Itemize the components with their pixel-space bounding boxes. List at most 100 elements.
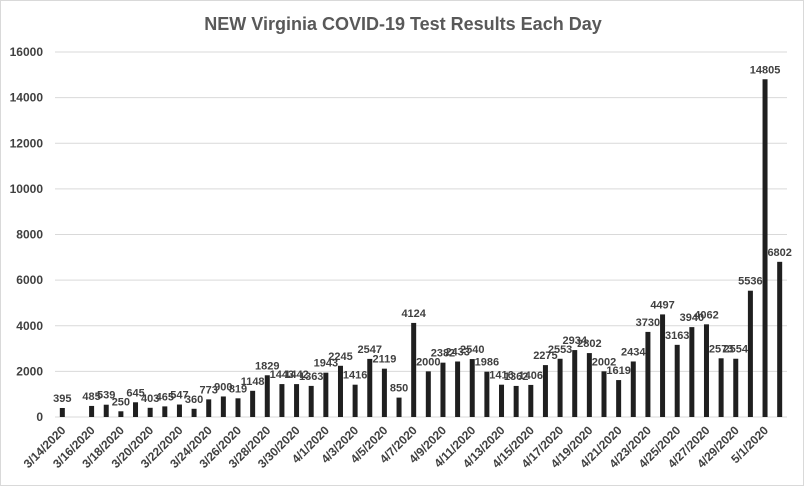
- bar: [747, 290, 753, 417]
- bar: [660, 314, 666, 417]
- bar: [411, 322, 417, 417]
- data-label: 1986: [475, 357, 499, 369]
- data-label: 1362: [504, 371, 528, 383]
- y-tick-label: 4000: [16, 319, 43, 333]
- data-label: 2382: [431, 348, 455, 360]
- data-label: 2433: [445, 346, 469, 358]
- data-label: 2119: [372, 354, 396, 366]
- data-label: 1363: [299, 371, 323, 383]
- data-label: 900: [214, 381, 232, 393]
- y-tick-label: 12000: [10, 136, 44, 150]
- y-tick-label: 0: [36, 410, 43, 424]
- data-label: 819: [229, 383, 247, 395]
- bar: [513, 385, 519, 417]
- grid-lines: [55, 51, 787, 418]
- bar: [396, 397, 402, 417]
- bar: [103, 404, 109, 417]
- data-label: 1829: [255, 360, 279, 372]
- data-label: 1943: [314, 358, 338, 370]
- bar: [191, 408, 197, 417]
- data-label: 1406: [519, 370, 543, 382]
- data-label: 4124: [401, 308, 426, 320]
- bar: [455, 361, 461, 417]
- bar: [352, 384, 358, 417]
- y-tick-label: 8000: [16, 228, 43, 242]
- data-label: 645: [126, 387, 144, 399]
- data-label: 250: [112, 396, 130, 408]
- bar: [528, 384, 534, 417]
- bars: [59, 79, 783, 418]
- bar: [645, 331, 651, 417]
- bar: [206, 399, 212, 417]
- data-label: 547: [170, 390, 188, 402]
- data-label: 403: [141, 393, 159, 405]
- y-tick-label: 2000: [16, 364, 43, 378]
- bar: [601, 371, 607, 417]
- data-labels: 395 4855392506454034655473607739008191148…: [53, 64, 792, 408]
- data-label: 3163: [665, 330, 689, 342]
- data-label: 1416: [489, 370, 513, 382]
- data-label: 5536: [738, 276, 762, 288]
- data-label: 2434: [621, 346, 646, 358]
- data-label: 360: [185, 394, 203, 406]
- bar: [118, 411, 124, 417]
- data-label: 2547: [358, 344, 382, 356]
- bar: [176, 404, 182, 417]
- data-label: 850: [390, 383, 408, 395]
- bar: [718, 358, 724, 417]
- data-label: 2540: [460, 344, 484, 356]
- data-label: 2275: [533, 350, 557, 362]
- bar: [777, 261, 783, 417]
- data-label: 14805: [750, 64, 781, 76]
- data-label: 2934: [562, 335, 587, 347]
- data-label: 1416: [343, 370, 367, 382]
- data-label: 2245: [328, 351, 352, 363]
- bar: [616, 380, 622, 417]
- data-label: 2802: [577, 338, 601, 350]
- x-axis-ticks: 3/14/20203/16/20203/18/20203/20/20203/22…: [21, 423, 772, 471]
- data-label: 395: [53, 393, 71, 405]
- data-label: 2002: [592, 356, 616, 368]
- data-label: 1442: [284, 369, 308, 381]
- y-axis-ticks: 0 2000 4000 6000 8000 10000 12000 14000 16000: [10, 45, 44, 424]
- bar: [220, 396, 226, 417]
- bar: [469, 359, 475, 417]
- bar: [499, 384, 505, 417]
- data-label: 1148: [241, 376, 265, 388]
- bar: [279, 384, 285, 417]
- y-tick-label: 6000: [16, 273, 43, 287]
- data-label: 1619: [606, 365, 630, 377]
- data-label: 2000: [416, 356, 440, 368]
- data-label: 485: [82, 391, 100, 403]
- bar: [762, 79, 768, 418]
- bar: [703, 324, 709, 417]
- bar: [264, 375, 270, 417]
- bar: [733, 358, 739, 417]
- data-label: 6802: [767, 247, 791, 259]
- data-label: 4062: [694, 309, 718, 321]
- y-tick-label: 10000: [10, 182, 44, 196]
- bar: [308, 385, 314, 417]
- bar: [294, 384, 300, 417]
- bar: [674, 344, 680, 417]
- data-label: 2573: [709, 343, 733, 355]
- bar: [367, 358, 373, 417]
- bar: [89, 405, 95, 417]
- data-label: 2553: [548, 344, 572, 356]
- data-label: 4497: [650, 299, 674, 311]
- bar: [323, 372, 329, 417]
- bar: [484, 371, 490, 417]
- bar: [572, 350, 578, 417]
- bar: [586, 353, 592, 417]
- bar: [59, 407, 65, 417]
- data-label: 539: [97, 390, 115, 402]
- bar: [133, 402, 139, 417]
- bar: [542, 365, 548, 417]
- data-label: 3730: [636, 317, 660, 329]
- bar: [337, 365, 343, 417]
- data-label: 2554: [724, 344, 749, 356]
- bar: [689, 327, 695, 417]
- bar: [630, 361, 636, 417]
- bar: [557, 358, 563, 417]
